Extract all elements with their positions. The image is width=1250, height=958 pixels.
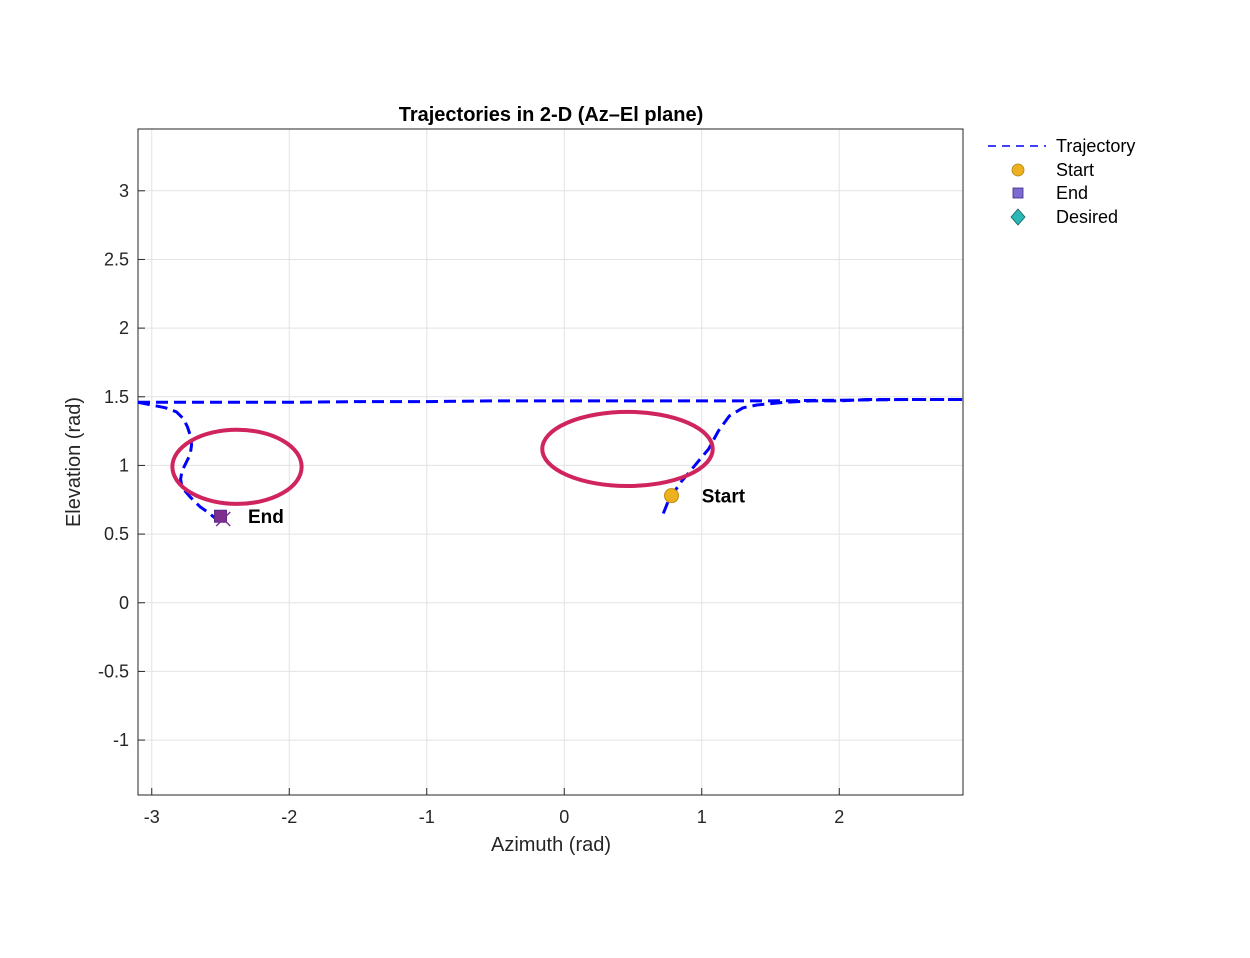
legend-item-start: Start bbox=[1011, 160, 1094, 180]
highlight-circle bbox=[540, 409, 715, 489]
legend-item-end: End bbox=[1012, 183, 1088, 203]
legend-label-end: End bbox=[1056, 183, 1088, 203]
x-tick-label: -2 bbox=[281, 807, 297, 827]
x-tick-label: -1 bbox=[419, 807, 435, 827]
legend-label-start: Start bbox=[1056, 160, 1094, 180]
annotation-end: End bbox=[248, 507, 284, 528]
grid bbox=[138, 129, 963, 795]
x-tick-label: 2 bbox=[834, 807, 844, 827]
y-axis-title: Elevation (rad) bbox=[63, 397, 85, 527]
x-tick-label: 1 bbox=[697, 807, 707, 827]
trajectory-line bbox=[137, 400, 219, 522]
start-marker bbox=[664, 488, 679, 504]
annotation-start: Start bbox=[702, 487, 746, 508]
x-tick-label: -3 bbox=[144, 807, 160, 827]
y-tick-label: 0.5 bbox=[104, 524, 129, 544]
legend-item-desired: Desired bbox=[1010, 207, 1118, 227]
y-tick-label: -0.5 bbox=[98, 661, 129, 681]
ticks: -3 -2 -1 0 1 2 -1 -0.5 0 0.5 1 1.5 2 2.5 3 bbox=[98, 181, 844, 827]
highlight-circle bbox=[170, 427, 304, 506]
y-tick-label: 3 bbox=[119, 181, 129, 201]
chart-title: Trajectories in 2-D (Az–El plane) bbox=[399, 104, 704, 126]
y-tick-label: 2 bbox=[119, 318, 129, 338]
y-tick-label: 0 bbox=[119, 593, 129, 613]
legend-label-desired: Desired bbox=[1056, 207, 1118, 227]
legend-swatch-end bbox=[1012, 187, 1024, 199]
legend-label-trajectory: Trajectory bbox=[1056, 136, 1135, 156]
legend-swatch-desired bbox=[1010, 208, 1026, 226]
legend-swatch-start bbox=[1011, 163, 1025, 177]
y-tick-label: 1.5 bbox=[104, 387, 129, 407]
end-cross-marker bbox=[215, 511, 231, 527]
plot-frame bbox=[137, 128, 964, 796]
legend: Trajectory Start End Desired bbox=[988, 136, 1135, 227]
x-tick-label: 0 bbox=[559, 807, 569, 827]
y-tick-label: 2.5 bbox=[104, 249, 129, 269]
y-tick-label: -1 bbox=[113, 730, 129, 750]
trajectory-line bbox=[138, 398, 963, 404]
x-axis-title: Azimuth (rad) bbox=[491, 834, 611, 856]
highlights bbox=[170, 409, 715, 506]
legend-item-trajectory: Trajectory bbox=[988, 136, 1135, 156]
annotations: Start End bbox=[248, 487, 746, 529]
y-tick-label: 1 bbox=[119, 455, 129, 475]
series bbox=[137, 398, 963, 527]
